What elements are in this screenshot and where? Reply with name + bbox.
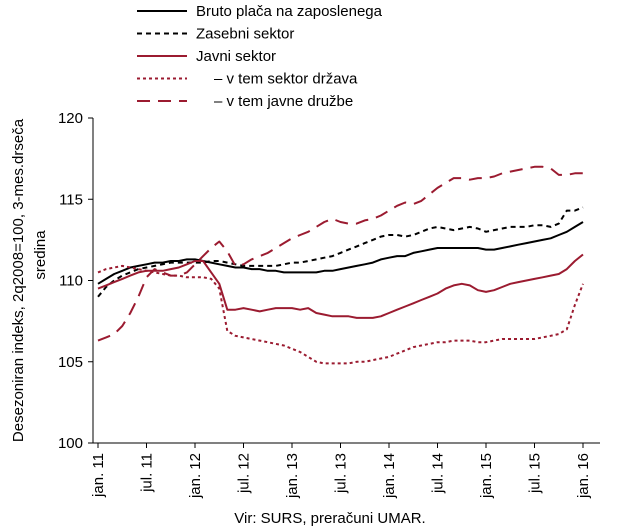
x-tick-label: jan. 11 [90,453,107,498]
series-line-1 [97,221,584,285]
x-tick-label: jan. 15 [478,453,495,499]
y-ticks: 100 105 110 115 120 [58,110,93,452]
series-layer [97,165,584,365]
legend: Bruto plača na zaposlenega Zasebni sektor… [137,3,383,110]
x-tick-label: jan. 13 [284,453,301,499]
y-tick-label: 110 [59,273,83,290]
series-line-2 [97,206,584,298]
x-ticks: jan. 11 jul. 11 jan. 12 jul. 12 jan. 13 jul. … [90,443,592,499]
legend-label-2: Zasebni sektor [196,26,294,43]
legend-label-3: Javni sektor [196,48,276,65]
legend-label-4: – v tem sektor država [214,71,358,88]
x-tick-label: jul. 13 [333,453,350,494]
y-axis-title: Desezoniran indeks, 2q2008=100, 3-mes.dr… [10,118,27,442]
series-line-5 [97,165,583,342]
y-tick-label: 100 [58,435,83,452]
y-axis-title-line-2: sredina [32,230,49,280]
series-line-3 [97,253,584,319]
y-tick-label: 120 [58,110,83,127]
x-tick-label: jul. 12 [236,453,253,494]
x-tick-label: jul. 14 [430,453,447,494]
legend-label-1: Bruto plača na zaposlenega [196,3,383,20]
y-tick-label: 115 [59,191,83,208]
source-note: Vir: SURS, preračuni UMAR. [234,510,425,527]
x-tick-label: jan. 16 [575,453,592,499]
x-tick-label: jul. 11 [139,453,156,493]
y-tick-label: 105 [58,354,83,371]
x-tick-label: jan. 12 [187,453,204,499]
series-line-4 [97,264,584,365]
x-tick-label: jul. 15 [527,453,544,494]
x-tick-label: jan. 14 [381,453,398,499]
legend-label-5: – v tem javne družbe [214,93,353,110]
